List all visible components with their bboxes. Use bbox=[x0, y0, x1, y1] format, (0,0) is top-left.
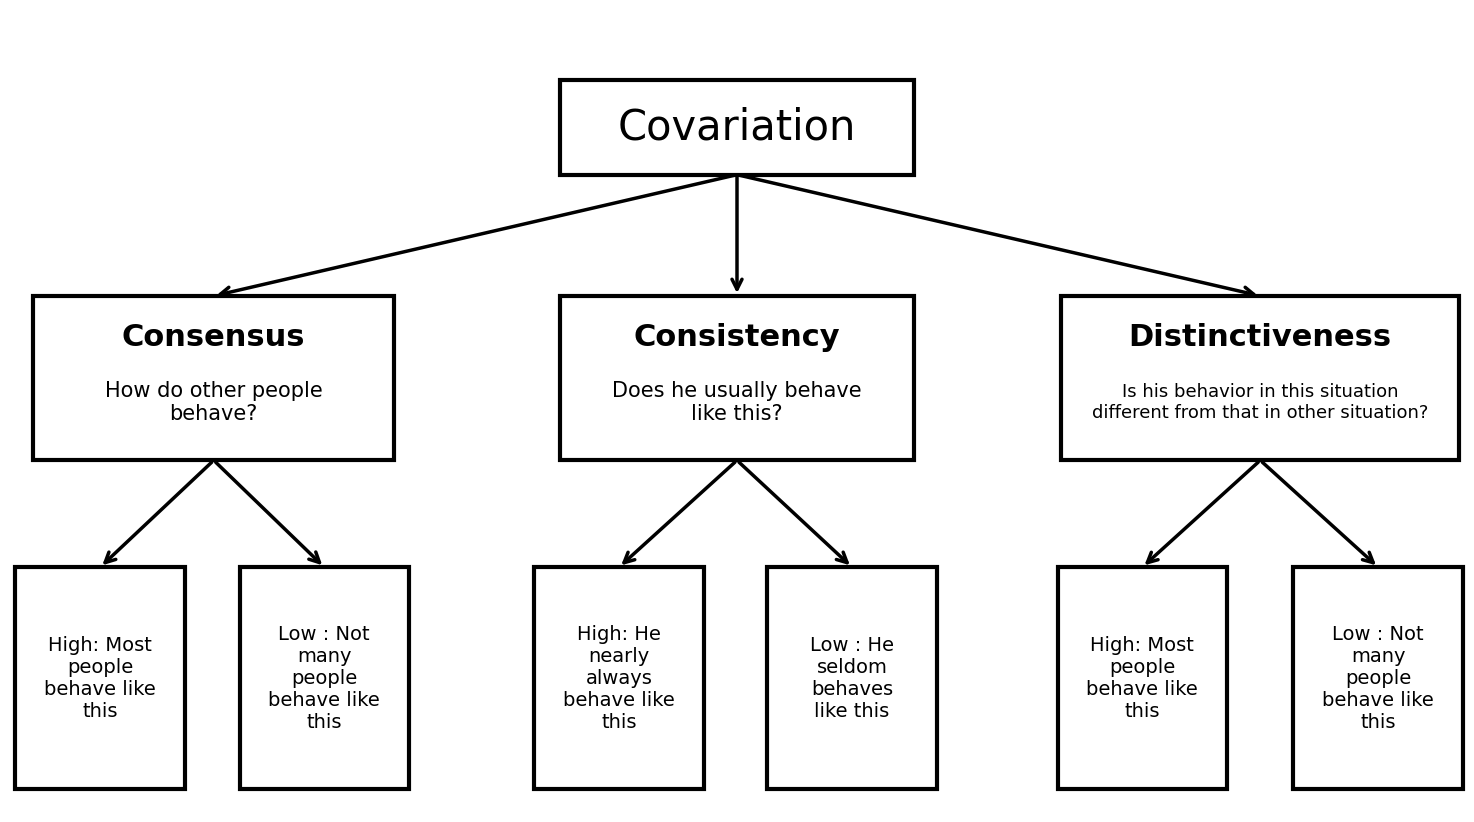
Text: High: Most
people
behave like
this: High: Most people behave like this bbox=[44, 635, 156, 721]
Text: Low : He
seldom
behaves
like this: Low : He seldom behaves like this bbox=[811, 635, 893, 721]
Bar bbox=[560, 296, 914, 460]
Text: High: Most
people
behave like
this: High: Most people behave like this bbox=[1086, 635, 1198, 721]
Bar bbox=[766, 567, 937, 789]
Bar bbox=[16, 567, 186, 789]
Text: Does he usually behave
like this?: Does he usually behave like this? bbox=[612, 381, 862, 424]
Bar bbox=[239, 567, 408, 789]
Text: High: He
nearly
always
behave like
this: High: He nearly always behave like this bbox=[563, 625, 675, 732]
Bar bbox=[1057, 567, 1226, 789]
Text: Distinctiveness: Distinctiveness bbox=[1129, 322, 1391, 352]
Text: Is his behavior in this situation
different from that in other situation?: Is his behavior in this situation differ… bbox=[1092, 383, 1428, 423]
Text: Low : Not
many
people
behave like
this: Low : Not many people behave like this bbox=[1322, 625, 1434, 732]
Bar bbox=[560, 81, 914, 175]
Bar bbox=[1061, 296, 1459, 460]
Text: How do other people
behave?: How do other people behave? bbox=[105, 381, 323, 424]
Text: Consensus: Consensus bbox=[122, 322, 305, 352]
Bar bbox=[534, 567, 703, 789]
Bar bbox=[1294, 567, 1462, 789]
Text: Covariation: Covariation bbox=[618, 106, 856, 149]
Text: Low : Not
many
people
behave like
this: Low : Not many people behave like this bbox=[268, 625, 380, 732]
Bar bbox=[32, 296, 394, 460]
Text: Consistency: Consistency bbox=[634, 322, 840, 352]
